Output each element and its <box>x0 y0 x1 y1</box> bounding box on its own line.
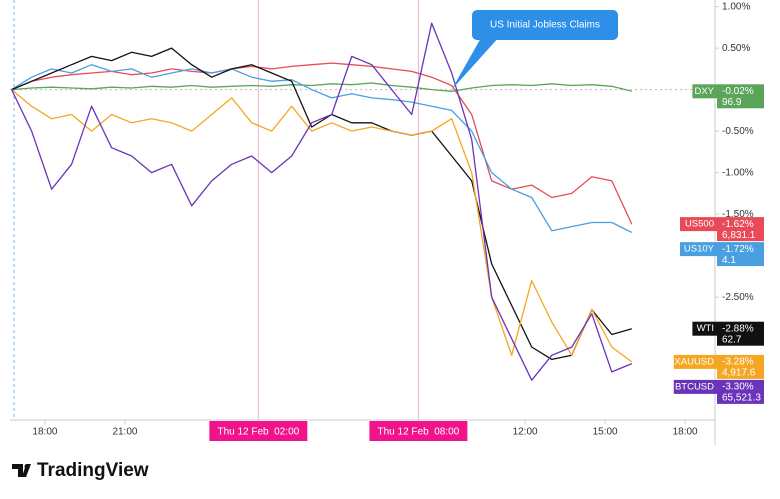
series-line <box>11 62 633 225</box>
series-value-box <box>717 379 764 404</box>
brand-icon-dot <box>24 464 30 469</box>
series-name: US500 <box>685 219 714 230</box>
series-line <box>11 64 633 233</box>
series-name: DXY <box>694 86 714 97</box>
callout-box <box>472 10 618 40</box>
series-line <box>11 22 633 381</box>
series-line <box>11 47 632 361</box>
series-label: DXY -0.02%96.9 <box>692 84 764 109</box>
series-price: 96.9 <box>722 97 742 108</box>
y-tick-label: 0.50% <box>722 43 750 54</box>
x-tick-label: 21:00 <box>112 427 137 438</box>
series-last: -2.88% <box>722 323 754 334</box>
series-name-box <box>680 242 717 257</box>
series-label: US500 -1.62%6,831.1 <box>680 217 764 242</box>
callout-pointer <box>451 36 500 90</box>
series-name-box <box>692 321 717 336</box>
x-tick-label: 15:00 <box>593 427 618 438</box>
series-label: WTI -2.88%62.7 <box>692 321 764 346</box>
series-value-box <box>717 84 764 109</box>
crosshair-label-box <box>209 421 308 441</box>
series-last: -1.62% <box>722 219 754 230</box>
crosshair-label: Thu 12 Feb 08:00 <box>378 427 460 438</box>
brand-name: TradingView <box>37 460 149 481</box>
x-tick-label: 18:00 <box>32 427 57 438</box>
series-name-box <box>673 354 717 369</box>
y-tick-label: -2.50% <box>722 292 754 303</box>
y-tick-label: -1.00% <box>722 167 754 178</box>
series-price: 65,521.3 <box>722 393 761 404</box>
series-line <box>11 89 633 363</box>
series-label: BTCUSD -3.30%65,521.3 <box>673 379 764 404</box>
series-label: US10Y -1.72%4.1 <box>680 242 764 267</box>
series-last: -3.28% <box>722 357 754 368</box>
series-name: XAUUSD <box>674 356 714 367</box>
crosshair-label: Thu 12 Feb 02:00 <box>217 427 299 438</box>
series-name: WTI <box>697 323 714 334</box>
series-price: 4.1 <box>722 255 736 266</box>
series-last: -3.30% <box>722 382 754 393</box>
series-line <box>11 82 632 92</box>
series-name-box <box>673 379 717 394</box>
series-value-box <box>717 321 764 346</box>
y-tick-label: 1.00% <box>722 1 750 12</box>
series-last: -1.72% <box>722 244 754 255</box>
series-last: -0.02% <box>722 86 754 97</box>
crosshair-label-box <box>369 421 468 441</box>
series-value-box <box>717 242 764 267</box>
series-price: 62.7 <box>722 334 742 345</box>
series-price: 6,831.1 <box>722 230 756 241</box>
series-label: XAUUSD -3.28%4,917.6 <box>673 354 764 379</box>
series-value-box <box>717 354 764 379</box>
brand-logo: TradingView <box>12 460 149 481</box>
callout-text: US Initial Jobless Claims <box>490 20 600 31</box>
x-tick-label: 18:00 <box>673 427 698 438</box>
series-name: US10Y <box>684 244 715 255</box>
series-name-box <box>692 84 717 99</box>
y-tick-label: -1.50% <box>722 209 754 220</box>
x-tick-label: 12:00 <box>513 427 538 438</box>
series-name: BTCUSD <box>675 381 714 392</box>
series-value-box <box>717 217 764 242</box>
y-tick-label: -0.50% <box>722 126 754 137</box>
series-price: 4,917.6 <box>722 368 756 379</box>
series-name-box <box>680 217 717 232</box>
